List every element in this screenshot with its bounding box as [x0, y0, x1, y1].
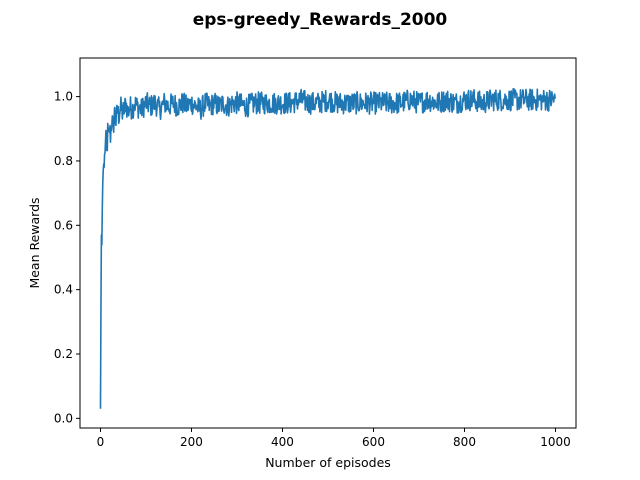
- y-tick-label: 0.8: [54, 154, 73, 168]
- chart-title: eps-greedy_Rewards_2000: [193, 10, 448, 30]
- x-tick-label: 1000: [540, 435, 571, 449]
- y-tick-label: 0.2: [54, 347, 73, 361]
- x-axis: 0 200 400 600 800 1000: [97, 428, 571, 449]
- y-axis-label: Mean Rewards: [27, 197, 42, 288]
- series-line: [99, 87, 557, 409]
- y-tick-label: 0.0: [54, 411, 73, 425]
- x-axis-label: Number of episodes: [265, 455, 391, 470]
- x-tick-label: 200: [180, 435, 203, 449]
- x-tick-label: 0: [97, 435, 105, 449]
- x-tick-label: 800: [453, 435, 476, 449]
- y-tick-label: 0.4: [54, 283, 73, 297]
- y-tick-label: 0.6: [54, 218, 73, 232]
- plot-area: [99, 87, 557, 409]
- x-tick-label: 400: [271, 435, 294, 449]
- y-tick-label: 1.0: [54, 90, 73, 104]
- x-tick-label: 600: [362, 435, 385, 449]
- y-axis: 0.0 0.2 0.4 0.6 0.8 1.0: [54, 90, 80, 425]
- plot-frame: [79, 57, 577, 429]
